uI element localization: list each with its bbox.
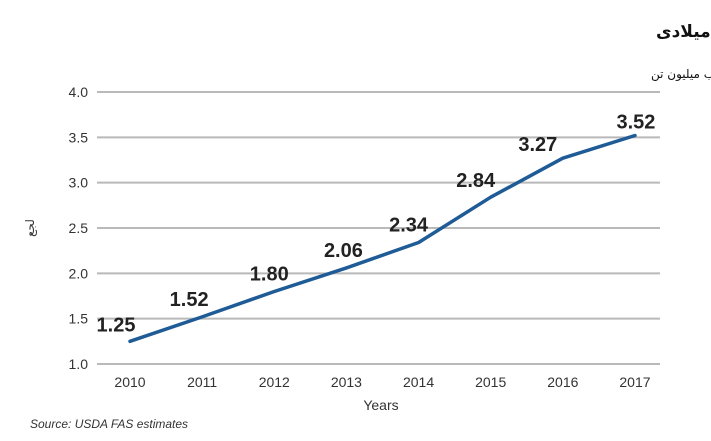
y-tick-label: 2.5 — [69, 220, 89, 236]
y-tick-label: 4.0 — [69, 84, 89, 100]
data-label: 1.52 — [170, 289, 209, 311]
data-label: 3.52 — [617, 112, 656, 134]
data-label: 2.06 — [324, 240, 363, 262]
y-tick-label: 3.5 — [69, 129, 89, 145]
data-label: 1.25 — [97, 314, 136, 336]
x-tick-label: 2011 — [187, 374, 217, 390]
y-tick-label: 2.0 — [69, 265, 89, 281]
data-label: 3.27 — [518, 134, 557, 156]
y-tick-label: 1.5 — [69, 311, 89, 327]
y-axis-label: لجع — [23, 219, 37, 237]
x-axis-label: Years — [363, 397, 398, 413]
data-label: 1.80 — [250, 263, 289, 285]
x-tick-label: 2017 — [619, 374, 650, 390]
data-label: 2.84 — [456, 170, 496, 192]
x-tick-label: 2012 — [259, 374, 290, 390]
x-tick-label: 2015 — [475, 374, 506, 390]
source-note: Source: USDA FAS estimates — [30, 417, 188, 431]
y-tick-label: 3.0 — [69, 175, 89, 191]
chart-title: نمودار تولیدات گوشت مرغ اندونزی در سالها… — [656, 21, 711, 42]
x-tick-label: 2010 — [114, 374, 145, 390]
x-tick-label: 2016 — [547, 374, 578, 390]
x-tick-label: 2013 — [331, 374, 362, 390]
series-line — [128, 133, 637, 344]
data-label: 2.34 — [389, 215, 429, 237]
y-tick-label: 1.0 — [69, 356, 89, 372]
chart-subtitle: بر حسب میلیون تن — [651, 67, 711, 82]
x-tick-label: 2014 — [403, 374, 434, 390]
